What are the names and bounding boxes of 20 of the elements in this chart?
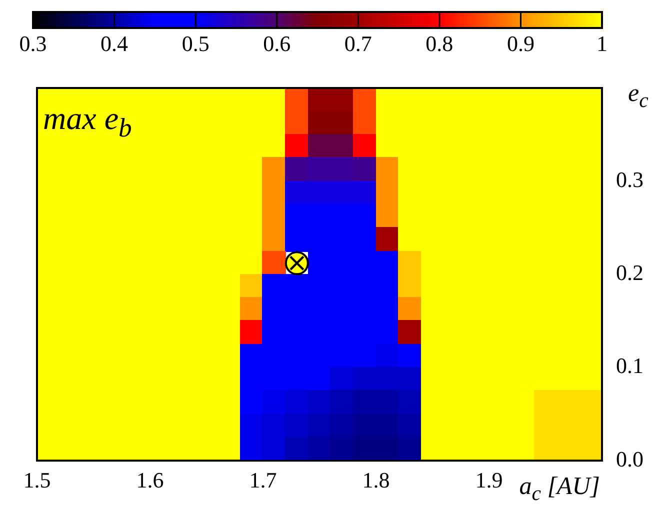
y-tick-label: 0.0 [616, 446, 644, 472]
color-bar-label: 0.7 [344, 30, 372, 56]
x-tick-label: 1.5 [23, 468, 51, 493]
annotation: max e$_{b}$ [43, 100, 132, 144]
x-axis-title: a$_{c}$ [AU] [519, 472, 600, 506]
y-tick-label: 0.3 [616, 166, 644, 192]
x-tick-label: 1.6 [136, 468, 164, 493]
color-bar-label: 0.8 [426, 30, 454, 56]
y-tick-label: 0.2 [616, 260, 644, 286]
color-bar-label: 0.9 [506, 30, 534, 56]
color-bar-label: 0.3 [19, 30, 47, 56]
x-tick-label: 1.8 [362, 468, 390, 493]
y-axis-title: e$_{c}$ [628, 80, 648, 113]
x-tick-label: 1.7 [249, 468, 277, 493]
color-bar-label: 0.4 [100, 30, 128, 56]
x-tick-label: 1.9 [475, 468, 503, 493]
color-bar-label: 0.6 [263, 30, 291, 56]
y-tick-label: 0.1 [616, 353, 644, 378]
color-bar-label: 1 [596, 30, 608, 56]
color-bar-label: 0.5 [182, 30, 210, 56]
